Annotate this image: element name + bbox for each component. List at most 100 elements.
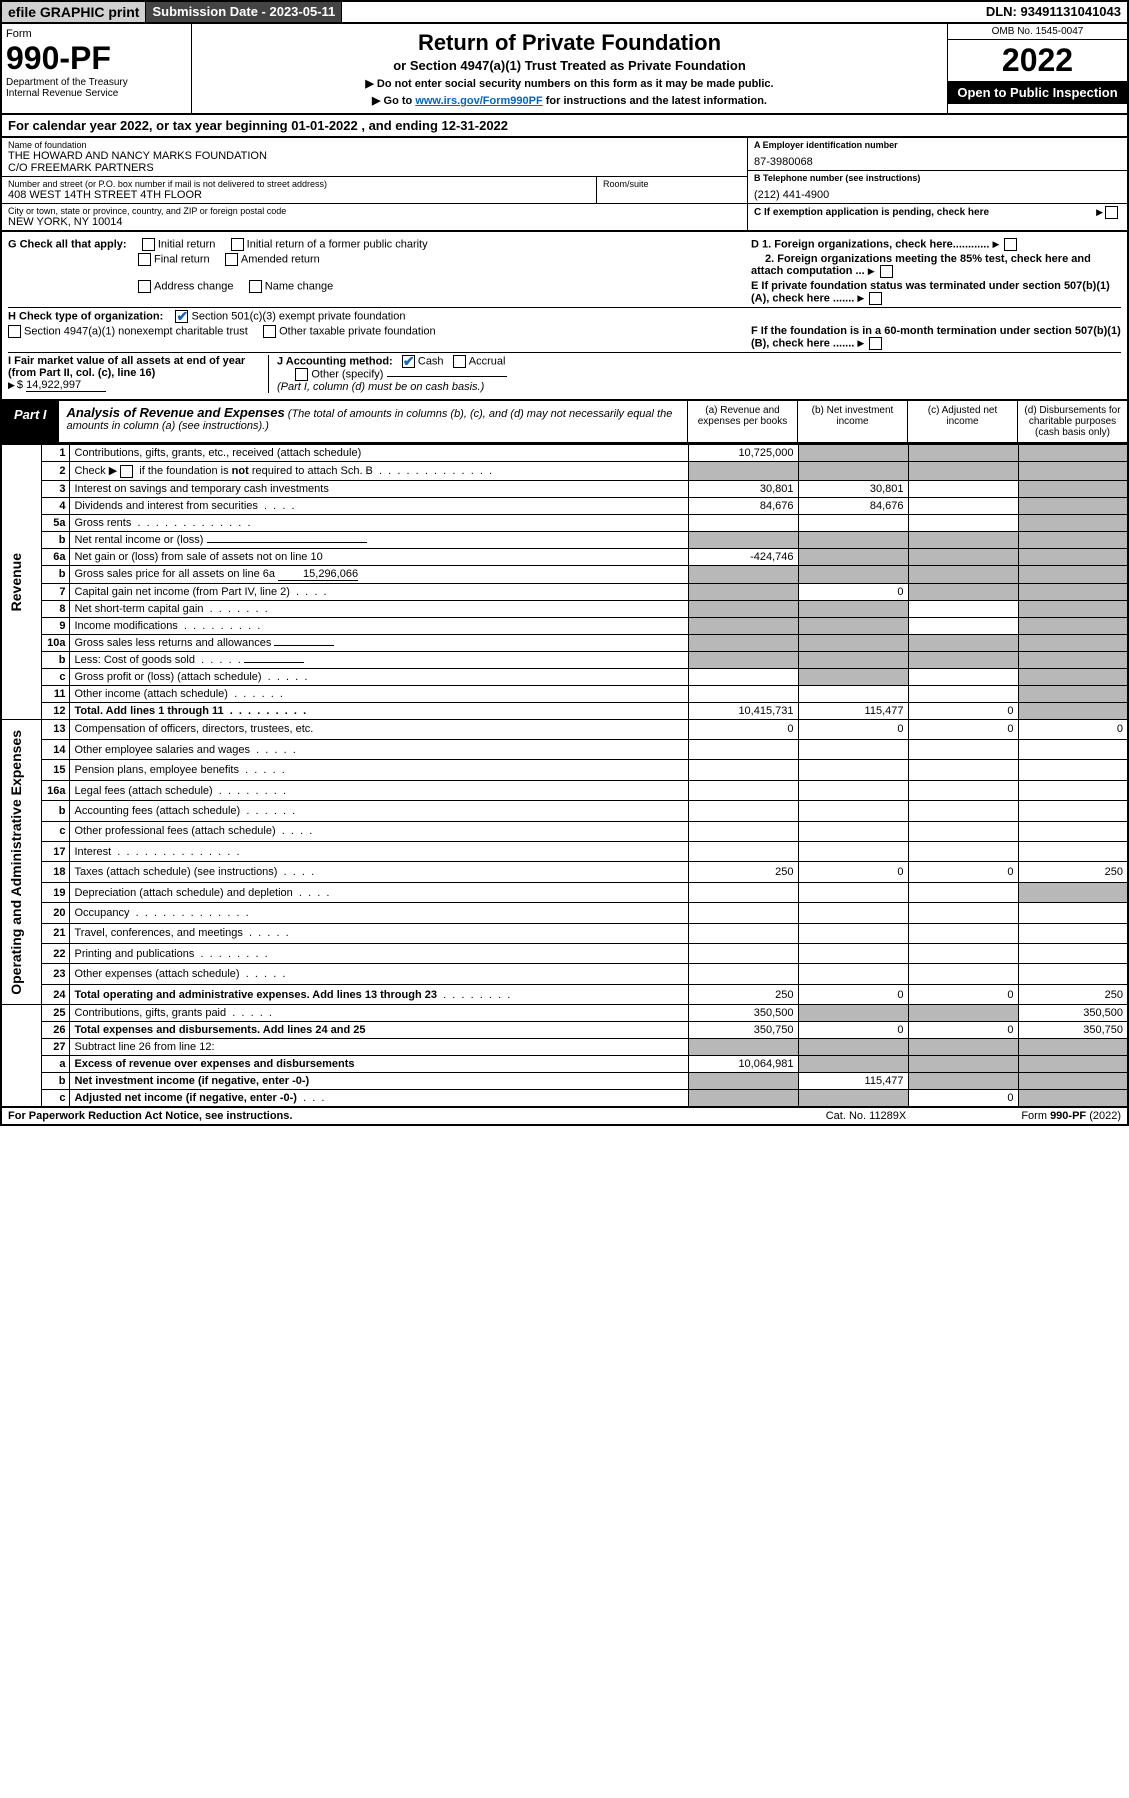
- arrow-icon: [1096, 207, 1105, 218]
- g-initial-former-checkbox[interactable]: [231, 238, 244, 251]
- part1-label: Part I: [2, 401, 59, 442]
- table-row: aExcess of revenue over expenses and dis…: [1, 1056, 1128, 1073]
- entity-info: Name of foundation THE HOWARD AND NANCY …: [0, 138, 1129, 232]
- address: 408 WEST 14TH STREET 4TH FLOOR: [8, 189, 590, 201]
- table-row: 18Taxes (attach schedule) (see instructi…: [1, 862, 1128, 882]
- arrow-icon: [857, 337, 866, 349]
- table-row: 10aGross sales less returns and allowanc…: [1, 634, 1128, 651]
- c-label: C If exemption application is pending, c…: [754, 207, 1096, 218]
- dln: DLN: 93491131041043: [980, 2, 1127, 22]
- g-namechg-checkbox[interactable]: [249, 280, 262, 293]
- arrow-icon: [8, 379, 17, 391]
- table-row: 14Other employee salaries and wages . . …: [1, 740, 1128, 760]
- ein-label: A Employer identification number: [754, 140, 1121, 150]
- g-initial-checkbox[interactable]: [142, 238, 155, 251]
- table-row: 23Other expenses (attach schedule) . . .…: [1, 964, 1128, 984]
- phone: (212) 441-4900: [754, 183, 1121, 201]
- room-label: Room/suite: [603, 179, 741, 189]
- table-row: 25Contributions, gifts, grants paid . . …: [1, 1005, 1128, 1022]
- f-checkbox[interactable]: [869, 337, 882, 350]
- table-row: 7Capital gain net income (from Part IV, …: [1, 583, 1128, 600]
- revenue-sidebar: Revenue: [6, 545, 26, 619]
- table-row: 5aGross rents . . . . . . . . . . . . .: [1, 514, 1128, 531]
- table-row: Operating and Administrative Expenses 13…: [1, 719, 1128, 739]
- h-other-checkbox[interactable]: [263, 325, 276, 338]
- i-label: I Fair market value of all assets at end…: [8, 355, 245, 379]
- topbar: efile GRAPHIC print Submission Date - 20…: [0, 0, 1129, 24]
- table-row: 27Subtract line 26 from line 12:: [1, 1039, 1128, 1056]
- c-checkbox[interactable]: [1105, 206, 1118, 219]
- g-final-checkbox[interactable]: [138, 253, 151, 266]
- g-label: G Check all that apply:: [8, 238, 127, 250]
- dept-irs: Internal Revenue Service: [6, 88, 187, 99]
- phone-label: B Telephone number (see instructions): [754, 173, 1121, 183]
- table-row: 9Income modifications . . . . . . . . .: [1, 617, 1128, 634]
- e-label: E If private foundation status was termi…: [751, 280, 1110, 304]
- table-row: cGross profit or (loss) (attach schedule…: [1, 668, 1128, 685]
- omb-number: OMB No. 1545-0047: [948, 24, 1127, 40]
- ty-begin: 01-01-2022: [291, 118, 358, 133]
- table-row: 21Travel, conferences, and meetings . . …: [1, 923, 1128, 943]
- j-accrual-checkbox[interactable]: [453, 355, 466, 368]
- table-row: 2Check ▶ if the foundation is not requir…: [1, 462, 1128, 481]
- table-row: Revenue 1Contributions, gifts, grants, e…: [1, 445, 1128, 462]
- paperwork-notice: For Paperwork Reduction Act Notice, see …: [8, 1110, 791, 1122]
- table-row: 4Dividends and interest from securities …: [1, 497, 1128, 514]
- form-footer: Form 990-PF (2022): [941, 1110, 1121, 1122]
- d2-checkbox[interactable]: [880, 265, 893, 278]
- col-c-header: (c) Adjusted net income: [907, 401, 1017, 442]
- table-row: 12Total. Add lines 1 through 11 . . . . …: [1, 702, 1128, 719]
- table-row: 3Interest on savings and temporary cash …: [1, 480, 1128, 497]
- part1-header: Part I Analysis of Revenue and Expenses …: [0, 401, 1129, 444]
- col-a-header: (a) Revenue and expenses per books: [687, 401, 797, 442]
- efile-label[interactable]: efile GRAPHIC print: [2, 2, 146, 22]
- table-row: 20Occupancy . . . . . . . . . . . . .: [1, 903, 1128, 923]
- table-row: 19Depreciation (attach schedule) and dep…: [1, 882, 1128, 902]
- addr-label: Number and street (or P.O. box number if…: [8, 179, 590, 189]
- form-warn: ▶ Do not enter social security numbers o…: [198, 77, 941, 90]
- table-row: 11Other income (attach schedule) . . . .…: [1, 685, 1128, 702]
- form-goto: ▶ Go to www.irs.gov/Form990PF for instru…: [198, 94, 941, 107]
- g-addrchg-checkbox[interactable]: [138, 280, 151, 293]
- instructions-link[interactable]: www.irs.gov/Form990PF: [415, 95, 542, 107]
- table-row: 6aNet gain or (loss) from sale of assets…: [1, 548, 1128, 565]
- submission-date: Submission Date - 2023-05-11: [146, 2, 342, 22]
- part1-title: Analysis of Revenue and Expenses: [67, 405, 285, 420]
- table-row: bGross sales price for all assets on lin…: [1, 565, 1128, 583]
- table-row: bNet rental income or (loss): [1, 531, 1128, 548]
- d1-checkbox[interactable]: [1004, 238, 1017, 251]
- form-number: 990-PF: [6, 40, 187, 77]
- form-label: Form: [6, 28, 187, 40]
- table-row: 15Pension plans, employee benefits . . .…: [1, 760, 1128, 780]
- form-subtitle: or Section 4947(a)(1) Trust Treated as P…: [198, 58, 941, 73]
- g-amended-checkbox[interactable]: [225, 253, 238, 266]
- h-label: H Check type of organization:: [8, 310, 163, 322]
- table-row: 8Net short-term capital gain . . . . . .…: [1, 600, 1128, 617]
- j-cash-checkbox[interactable]: [402, 355, 415, 368]
- f-label: F If the foundation is in a 60-month ter…: [751, 325, 1121, 349]
- foundation-name1: THE HOWARD AND NANCY MARKS FOUNDATION: [8, 150, 741, 162]
- calendar-year-line: For calendar year 2022, or tax year begi…: [0, 115, 1129, 138]
- h-501c3-checkbox[interactable]: [175, 310, 188, 323]
- col-d-header: (d) Disbursements for charitable purpose…: [1017, 401, 1127, 442]
- d2-label: 2. Foreign organizations meeting the 85%…: [751, 253, 1091, 277]
- j-note: (Part I, column (d) must be on cash basi…: [277, 381, 484, 393]
- fmv-value: 14,922,997: [26, 379, 106, 392]
- j-label: J Accounting method:: [277, 355, 393, 367]
- city-state-zip: NEW YORK, NY 10014: [8, 216, 741, 228]
- arrow-icon: [992, 238, 1001, 250]
- arrow-icon: [868, 265, 877, 277]
- tax-year: 2022: [948, 40, 1127, 81]
- h-4947-checkbox[interactable]: [8, 325, 21, 338]
- table-row: bAccounting fees (attach schedule) . . .…: [1, 801, 1128, 821]
- table-row: bNet investment income (if negative, ent…: [1, 1073, 1128, 1090]
- table-row: cAdjusted net income (if negative, enter…: [1, 1090, 1128, 1108]
- expenses-sidebar: Operating and Administrative Expenses: [6, 722, 26, 1003]
- schb-checkbox[interactable]: [120, 465, 133, 478]
- j-other-checkbox[interactable]: [295, 368, 308, 381]
- form-header: Form 990-PF Department of the Treasury I…: [0, 24, 1129, 115]
- ein: 87-3980068: [754, 150, 1121, 168]
- d1-label: D 1. Foreign organizations, check here..…: [751, 238, 989, 250]
- e-checkbox[interactable]: [869, 292, 882, 305]
- col-b-header: (b) Net investment income: [797, 401, 907, 442]
